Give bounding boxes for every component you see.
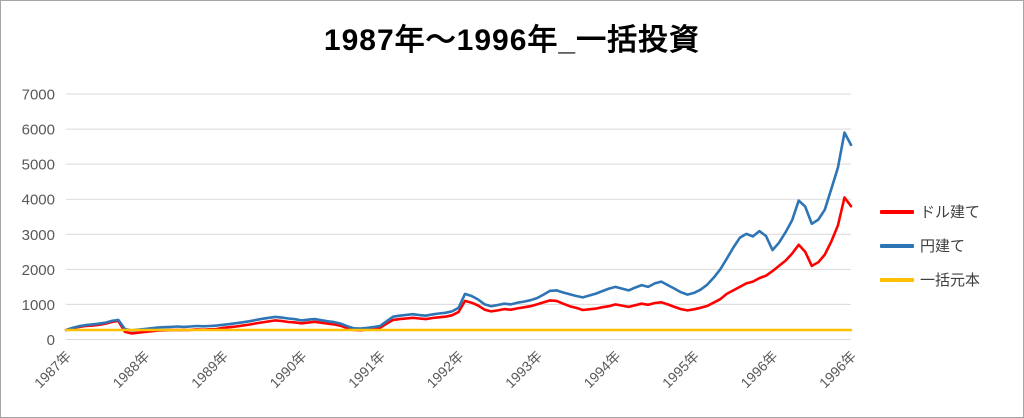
legend-label-yen: 円建て xyxy=(920,238,966,255)
legend-item-principal: 一括元本 xyxy=(880,270,980,289)
x-tick-label: 1991年 xyxy=(345,348,388,391)
x-tick-label: 1994年 xyxy=(580,348,623,391)
y-tick-label: 7000 xyxy=(22,87,55,104)
y-tick-label: 5000 xyxy=(22,157,55,174)
x-tick-label: 1987年 xyxy=(31,348,74,391)
legend-label-dollar: ドル建て xyxy=(920,204,981,221)
y-tick-label: 1000 xyxy=(22,297,55,314)
legend: ドル建て 円建て 一括元本 xyxy=(880,202,980,289)
series-line-0 xyxy=(64,196,853,335)
x-tick-label: 1996年 xyxy=(737,348,780,391)
legend-line-swatch-yen xyxy=(880,243,914,248)
x-tick-label: 1990年 xyxy=(266,348,309,391)
y-tick-label: 0 xyxy=(47,332,55,349)
x-tick-label: 1989年 xyxy=(188,348,231,391)
legend-line-swatch-dollar xyxy=(880,209,914,214)
legend-item-yen: 円建て xyxy=(880,236,980,255)
x-tick-label: 1992年 xyxy=(423,348,466,391)
y-tick-label: 4000 xyxy=(22,192,55,209)
y-tick-label: 3000 xyxy=(22,227,55,244)
x-tick-label: 1995年 xyxy=(659,348,702,391)
series-line-1 xyxy=(64,131,853,332)
x-tick-label: 1996年 xyxy=(816,348,859,391)
y-tick-label: 6000 xyxy=(22,122,55,139)
legend-item-dollar: ドル建て xyxy=(880,202,980,221)
chart-title: 1987年〜1996年_一括投資 xyxy=(323,24,701,57)
x-tick-label: 1993年 xyxy=(502,348,545,391)
x-tick-label: 1988年 xyxy=(109,348,152,391)
legend-line-swatch-principal xyxy=(880,277,914,282)
legend-label-principal: 一括元本 xyxy=(920,272,981,289)
y-tick-label: 2000 xyxy=(22,262,55,279)
